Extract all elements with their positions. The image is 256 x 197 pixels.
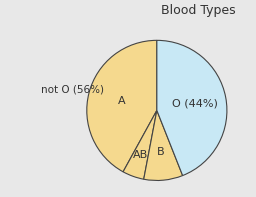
Wedge shape (87, 40, 157, 172)
Text: O (44%): O (44%) (172, 98, 218, 108)
Text: Blood Types: Blood Types (161, 4, 235, 17)
Wedge shape (144, 110, 183, 180)
Text: B: B (157, 147, 165, 157)
Text: A: A (118, 96, 125, 106)
Text: AB: AB (133, 150, 148, 160)
Wedge shape (157, 40, 227, 176)
Text: not O (56%): not O (56%) (41, 85, 104, 95)
Wedge shape (123, 110, 157, 179)
